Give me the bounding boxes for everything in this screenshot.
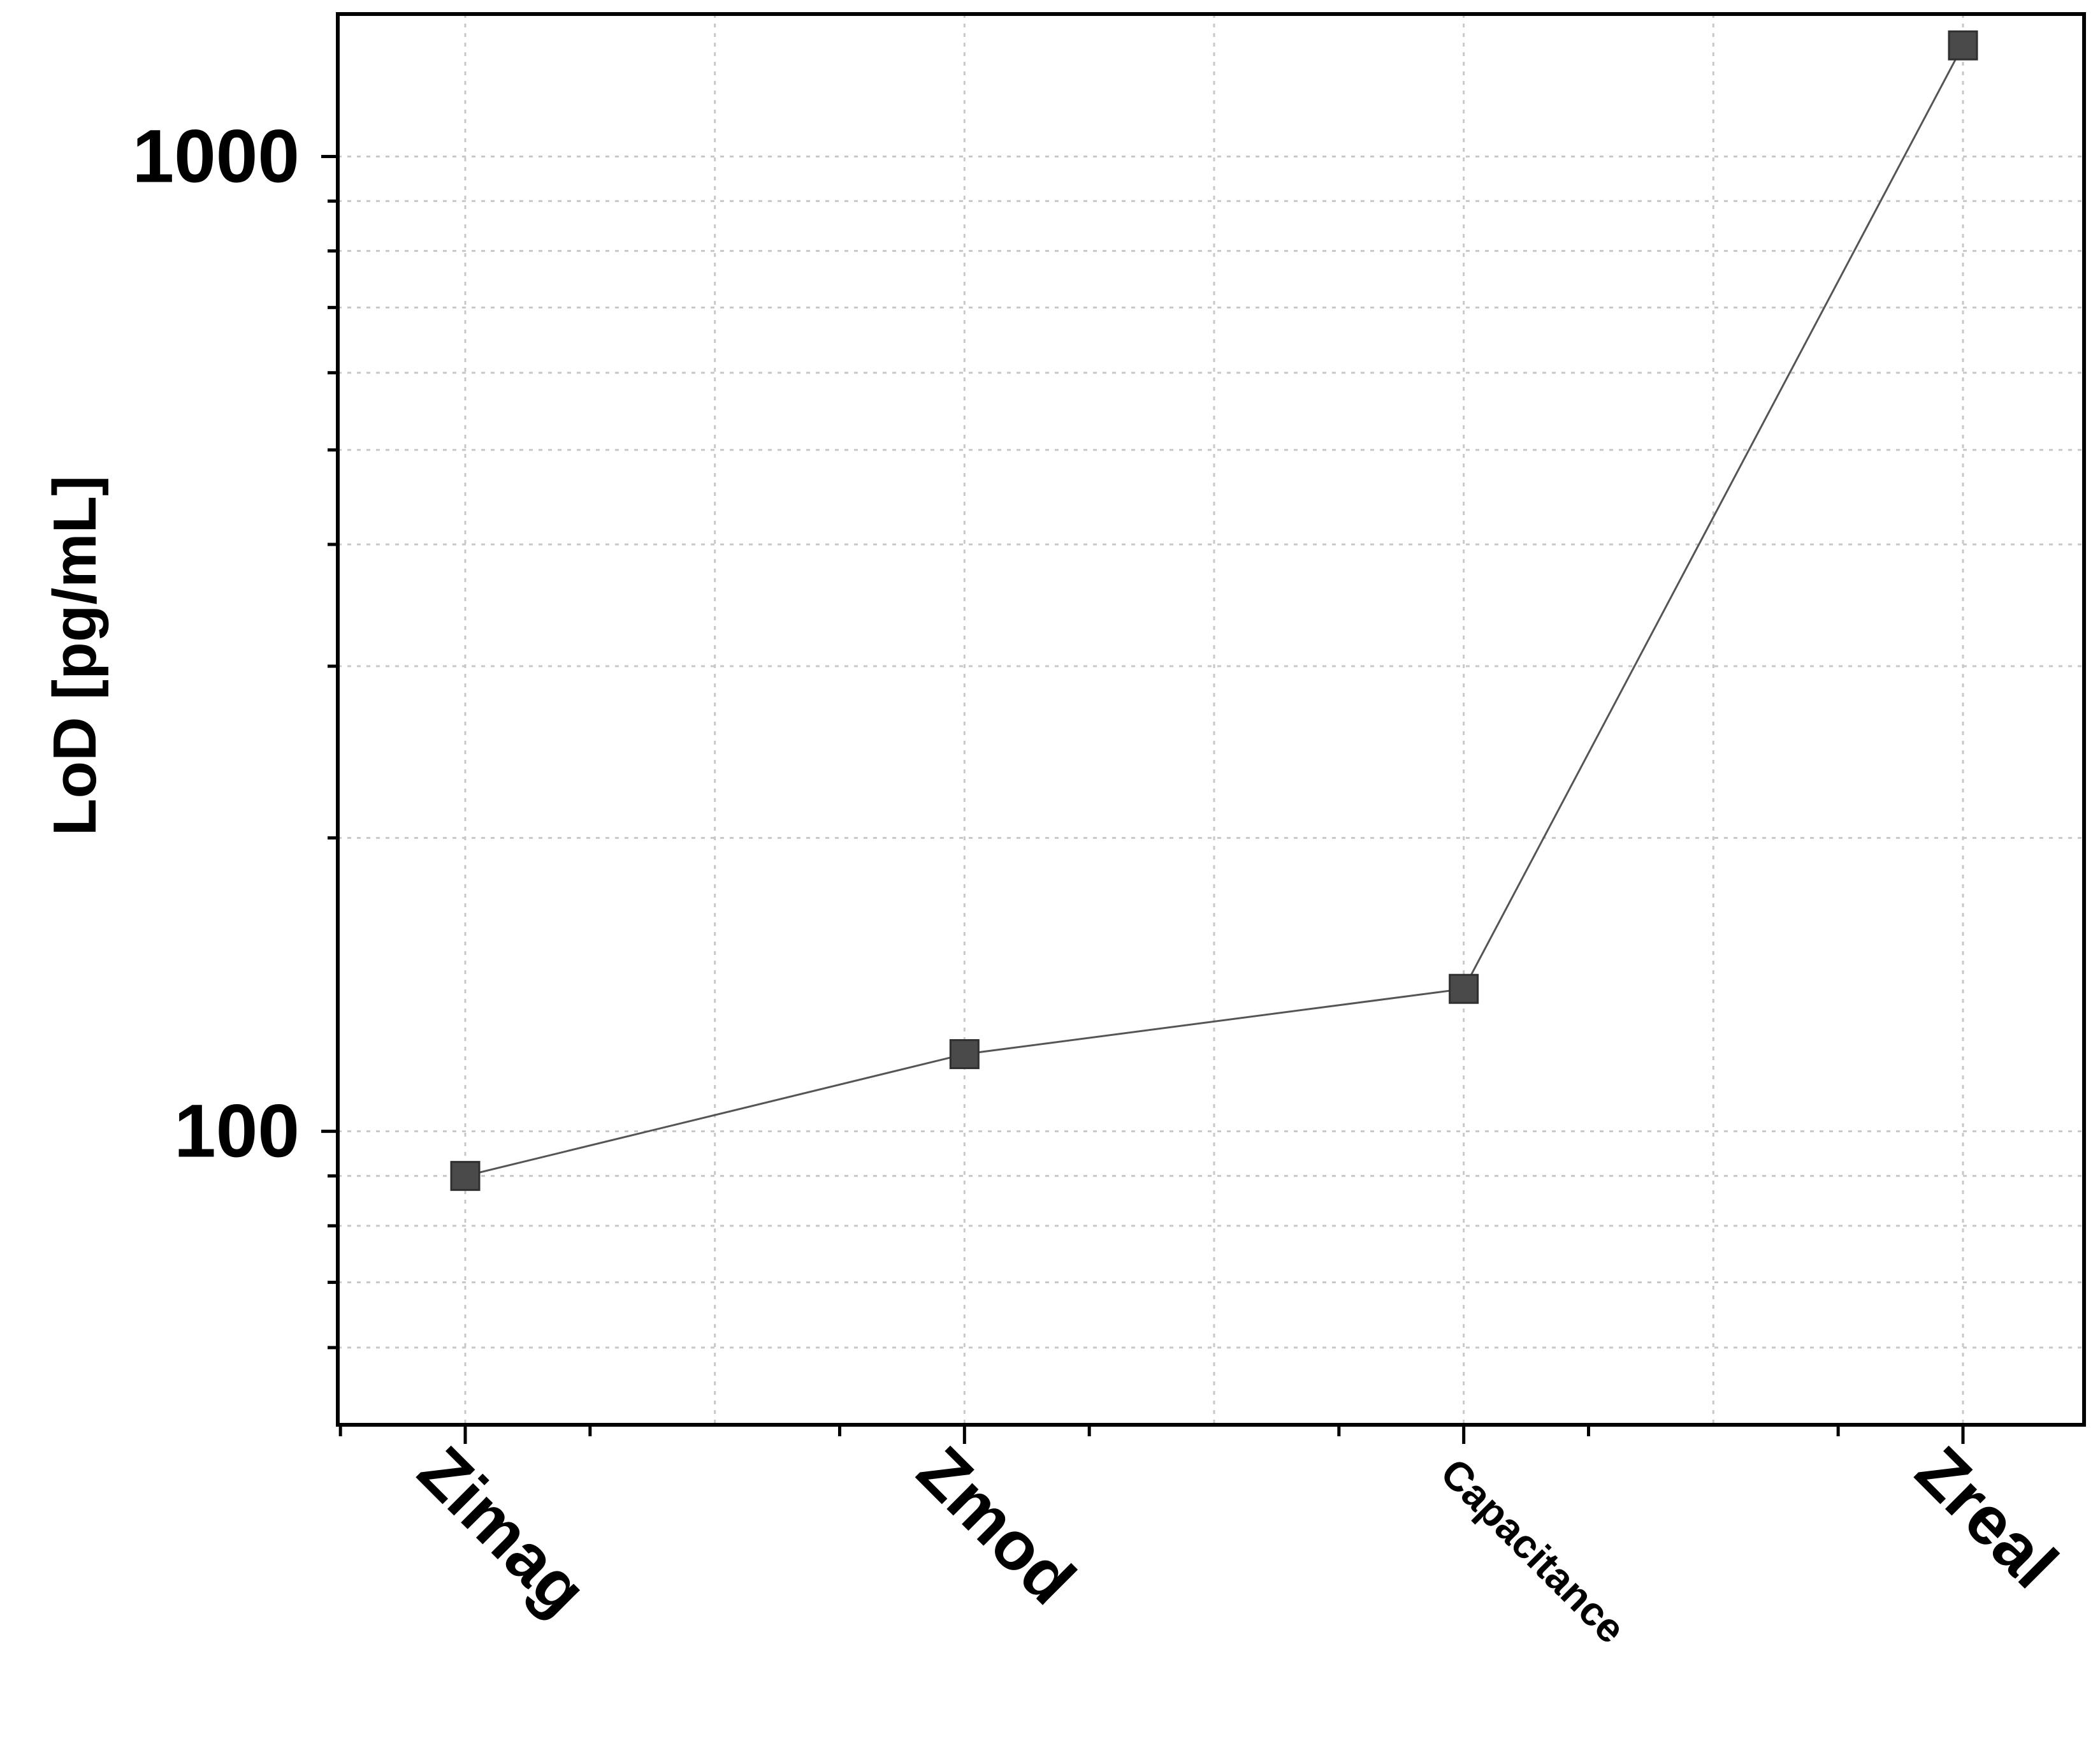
data-point-capacitance [1449,973,1479,1004]
tick-labels: 100 1000 Zimag Zmod Capacitance Zreal [132,114,2072,1652]
y-axis-title: LoD [pg/mL] [41,476,109,836]
y-tick-label: 1000 [132,114,300,198]
data-point-zreal [1948,30,1978,61]
x-tick-label-zreal: Zreal [1902,1432,2073,1603]
data-point-zmod [949,1039,980,1070]
data-markers [450,30,1978,1191]
axes [321,12,2086,1444]
series-line [465,45,1964,1177]
grid-lines [338,14,2084,1425]
x-tick-label-capacitance: Capacitance [1432,1450,1635,1652]
y-tick-label: 100 [174,1089,300,1174]
data-point-zimag [450,1161,481,1191]
plot-frame [336,12,2086,1427]
x-tick-label-zimag: Zimag [404,1432,602,1629]
x-tick-label-zmod: Zmod [903,1432,1090,1619]
series-line-layer [465,45,1964,1177]
